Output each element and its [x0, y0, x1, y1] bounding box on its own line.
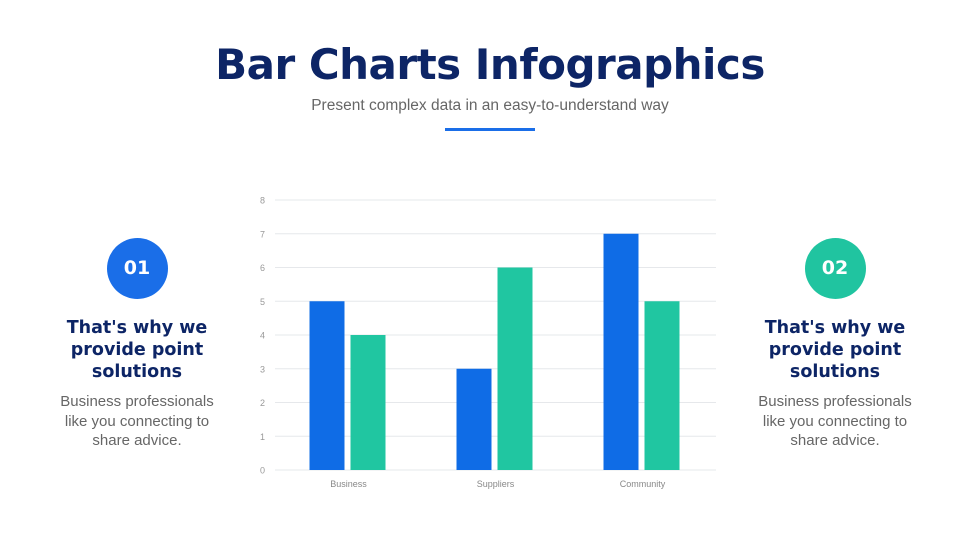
x-tick-label: Business — [330, 479, 367, 489]
title-underline — [445, 128, 535, 131]
left-description: Business professionals like you connecti… — [60, 393, 214, 449]
y-tick-label: 2 — [260, 398, 265, 408]
number-badge-02: 02 — [804, 238, 866, 299]
y-tick-label: 8 — [260, 196, 265, 206]
bar-business-1 — [309, 301, 345, 470]
right-heading: That's why we provide point solutions — [764, 318, 906, 382]
right-panel: 02 That's why we provide point solutions… — [745, 238, 925, 451]
y-tick-label: 5 — [260, 297, 265, 307]
y-tick-label: 6 — [260, 263, 265, 273]
bar-community-1 — [603, 233, 639, 470]
page-title: Bar Charts Infographics — [215, 40, 765, 89]
x-tick-label: Community — [620, 479, 666, 489]
number-badge-01: 01 — [106, 238, 168, 299]
page-subtitle: Present complex data in an easy-to-under… — [311, 97, 669, 114]
bar-suppliers-2 — [497, 267, 533, 470]
x-tick-label: Suppliers — [477, 479, 515, 489]
y-tick-label: 1 — [260, 432, 265, 442]
left-panel: 01 That's why we provide point solutions… — [47, 238, 227, 451]
y-tick-label: 0 — [260, 466, 265, 476]
bar-suppliers-1 — [456, 368, 492, 470]
bar-business-2 — [350, 335, 386, 470]
bar-community-2 — [644, 301, 680, 470]
y-tick-label: 7 — [260, 229, 265, 239]
y-tick-label: 3 — [260, 364, 265, 374]
y-tick-label: 4 — [260, 331, 265, 341]
left-heading: That's why we provide point solutions — [66, 318, 208, 382]
right-description: Business professionals like you connecti… — [758, 393, 912, 449]
